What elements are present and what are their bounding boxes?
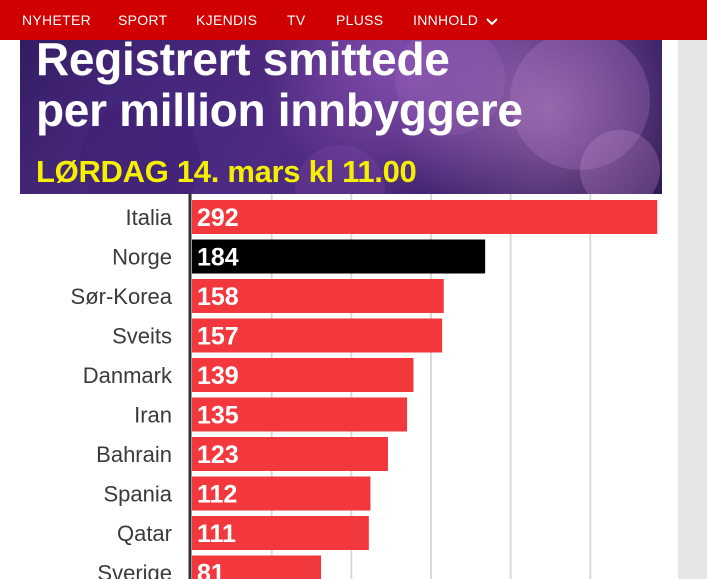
value-label: 81 (197, 560, 225, 579)
category-label: Italia (126, 205, 173, 230)
chart-title: Registrert smittede per million innbygge… (36, 40, 523, 136)
value-label: 135 (197, 402, 239, 430)
category-label: Sør-Korea (71, 284, 173, 309)
nav-item-sport[interactable]: SPORT (118, 12, 168, 28)
top-navigation: NYHETER SPORT KJENDIS TV PLUSS INNHOLD (0, 0, 707, 40)
bar (192, 318, 443, 353)
category-label: Bahrain (96, 442, 172, 467)
category-label: Sverige (97, 561, 172, 579)
category-label: Sveits (112, 324, 172, 349)
value-label: 111 (197, 520, 236, 548)
bar (192, 397, 408, 432)
nav-item-tv[interactable]: TV (287, 12, 306, 28)
value-label: 184 (197, 244, 239, 272)
bar (192, 239, 486, 274)
bar (192, 437, 388, 471)
bar (192, 555, 322, 579)
chart-subtitle-date: LØRDAG 14. mars kl 11.00 (36, 154, 417, 189)
value-label: 139 (197, 362, 239, 390)
value-label: 112 (197, 481, 237, 509)
bar (192, 200, 658, 234)
category-label: Qatar (117, 521, 172, 546)
chevron-down-icon (486, 1, 498, 41)
chart-banner: Registrert smittede per million innbygge… (20, 40, 662, 194)
sidebar-gutter (678, 40, 707, 579)
virus-background-graphic (80, 40, 660, 194)
nav-item-nyheter[interactable]: NYHETER (22, 12, 91, 28)
category-label: Iran (134, 403, 172, 428)
bar (192, 476, 371, 511)
nav-item-innhold-label: INNHOLD (413, 12, 479, 28)
nav-item-innhold[interactable]: INNHOLD (413, 0, 498, 40)
value-label: 292 (197, 204, 239, 232)
category-label: Danmark (83, 363, 173, 388)
value-label: 123 (197, 441, 239, 469)
category-label: Norge (112, 245, 172, 270)
bar-chart: Italia 292 Norge 184 Sør-Korea 158 Sveits 157 Da… (71, 194, 658, 579)
value-label: 157 (197, 323, 239, 351)
category-label: Spania (103, 482, 172, 507)
bar (192, 516, 369, 550)
bar (192, 358, 414, 392)
nav-item-kjendis[interactable]: KJENDIS (196, 12, 258, 28)
value-label: 158 (197, 283, 239, 311)
nav-item-pluss[interactable]: PLUSS (336, 12, 384, 28)
bar (192, 279, 444, 313)
